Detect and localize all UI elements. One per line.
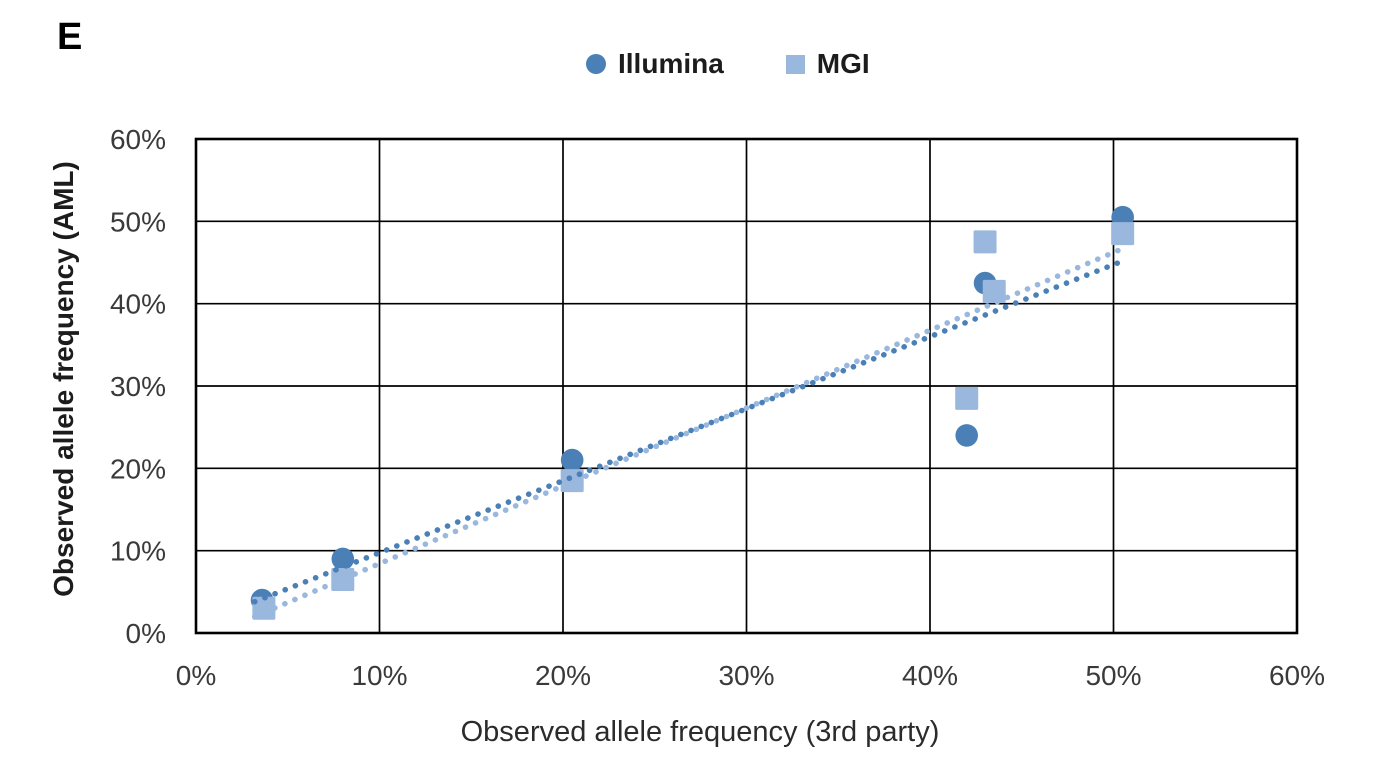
illumina-circle-marker-icon xyxy=(586,54,606,74)
y-tick-label: 20% xyxy=(110,453,166,484)
plot-border xyxy=(194,137,1299,635)
x-tick-label: 30% xyxy=(718,660,774,691)
y-tick-label: 60% xyxy=(110,124,166,155)
panel-label: E xyxy=(57,16,84,58)
x-tick-label: 50% xyxy=(1085,660,1141,691)
data-point-mgi xyxy=(252,596,276,620)
mgi-square-marker-icon xyxy=(785,54,805,74)
legend-label-mgi: MGI xyxy=(816,48,870,79)
x-tick-label: 0% xyxy=(176,660,216,691)
legend: Illumina MGI xyxy=(586,48,870,80)
data-point-mgi xyxy=(955,386,979,410)
x-tick-label: 10% xyxy=(351,660,407,691)
legend-item-mgi: MGI xyxy=(785,48,870,80)
data-point-illumina xyxy=(955,424,978,447)
y-axis-title: Observed allele frequency (AML) xyxy=(48,161,79,597)
y-tick-label: 30% xyxy=(110,371,166,402)
x-tick-label: 40% xyxy=(902,660,958,691)
y-tick-label: 40% xyxy=(110,289,166,320)
x-tick-label: 60% xyxy=(1269,660,1325,691)
legend-item-illumina: Illumina xyxy=(586,48,724,80)
trendline-mgi xyxy=(251,247,1122,620)
data-point-mgi xyxy=(973,230,997,254)
data-point-illumina xyxy=(560,448,584,472)
data-point-mgi xyxy=(982,279,1006,303)
trendline-illumina xyxy=(251,259,1122,605)
x-axis-title: Observed allele frequency (3rd party) xyxy=(460,716,940,748)
data-point-mgi xyxy=(1111,222,1135,246)
data-point-illumina xyxy=(331,547,355,571)
y-tick-label: 0% xyxy=(126,618,166,649)
x-tick-label: 20% xyxy=(535,660,591,691)
y-tick-label: 50% xyxy=(110,206,166,237)
legend-label-illumina: Illumina xyxy=(618,48,724,79)
y-tick-label: 10% xyxy=(110,536,166,567)
